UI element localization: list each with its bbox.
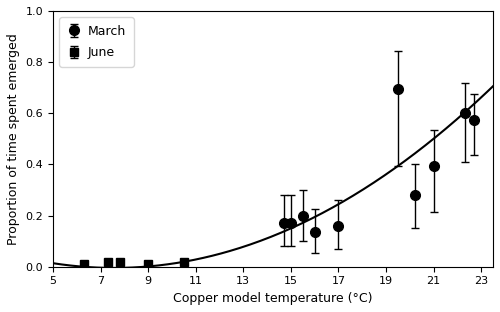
Legend: March, June: March, June [59, 17, 134, 67]
X-axis label: Copper model temperature (°C): Copper model temperature (°C) [174, 292, 373, 305]
Y-axis label: Proportion of time spent emerged: Proportion of time spent emerged [7, 33, 20, 245]
